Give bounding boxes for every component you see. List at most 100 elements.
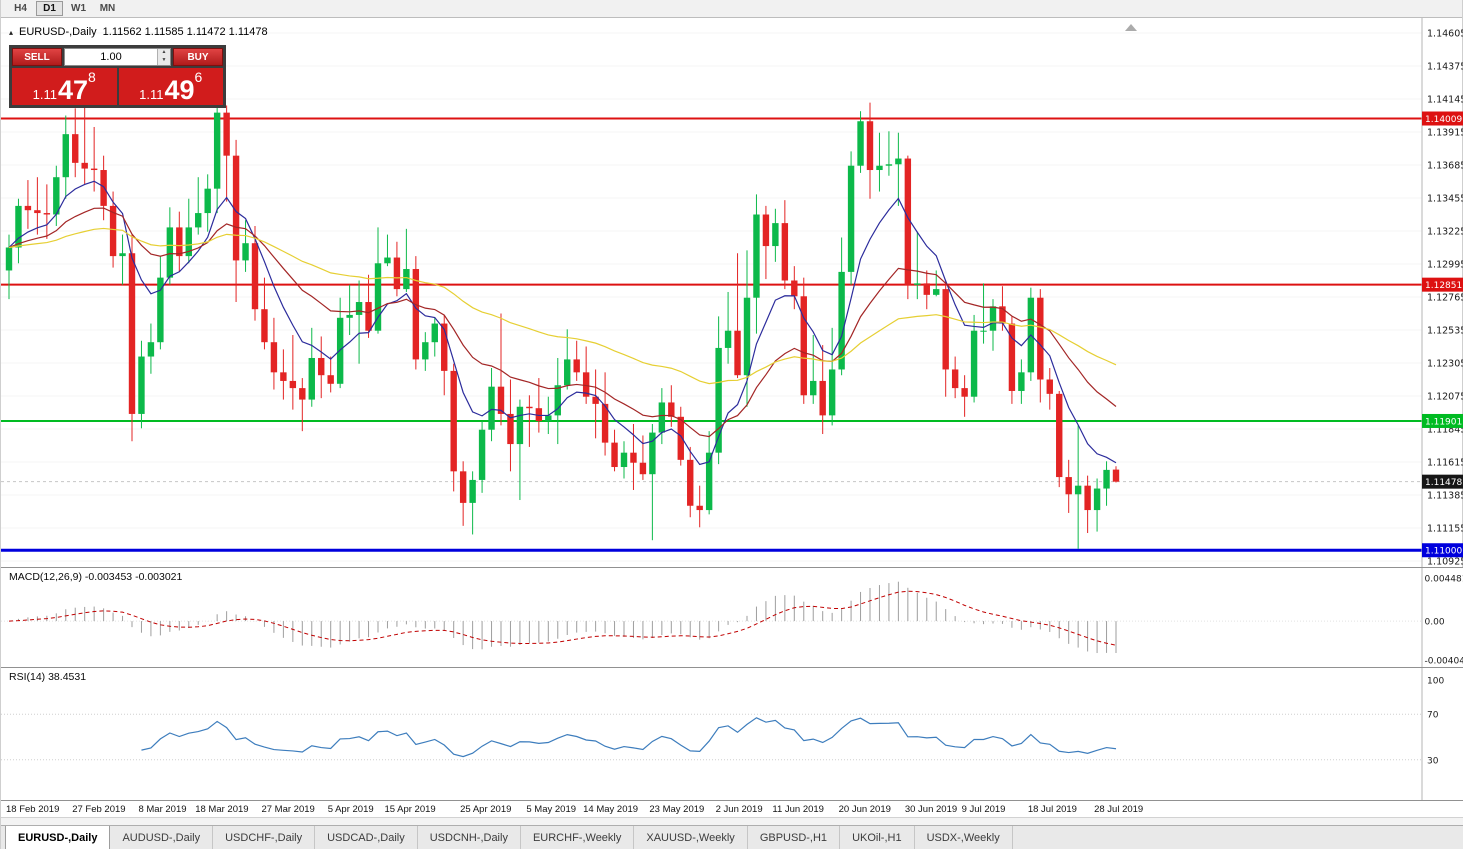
chart-tab-eurusd[interactable]: EURUSD-,Daily — [5, 826, 111, 849]
candle-body — [876, 165, 883, 171]
candle-body — [687, 459, 694, 506]
price-tag — [1422, 111, 1463, 126]
chart-tabs-bar: EURUSD-,Daily AUDUSD-,Daily USDCHF-,Daily U… — [1, 825, 1463, 849]
ma-line-55 — [8, 227, 1117, 385]
price-tag — [1422, 474, 1463, 489]
y-axis-label: 1.13685 — [1427, 161, 1463, 172]
chart-tab-usdx[interactable]: USDX-,Weekly — [915, 826, 1013, 849]
candle-body — [1103, 469, 1110, 489]
x-axis-label: 15 Apr 2019 — [384, 804, 436, 815]
x-axis-label: 27 Feb 2019 — [72, 804, 126, 815]
price-tag — [1422, 277, 1463, 292]
candle-body — [365, 302, 372, 331]
chart-tab-usdcad[interactable]: USDCAD-,Daily — [315, 826, 418, 849]
candle-body — [488, 386, 495, 430]
chart-tab-usdcnh[interactable]: USDCNH-,Daily — [418, 826, 521, 849]
y-axis-label: 1.12075 — [1427, 392, 1463, 403]
candle-body — [1093, 488, 1101, 511]
candle-body — [459, 471, 467, 503]
candle-body — [999, 306, 1006, 324]
timeframe-button-h4[interactable]: H4 — [7, 1, 34, 16]
buy-price-big: 49 — [164, 75, 195, 105]
volume-down-icon[interactable]: ▼ — [158, 57, 170, 65]
price-tag-label: 1.11000 — [1425, 547, 1462, 557]
sell-price-sup: 8 — [88, 69, 96, 85]
candle-body — [734, 330, 741, 376]
candle-body — [658, 402, 666, 433]
timeframe-button-w1[interactable]: W1 — [65, 1, 92, 16]
x-axis-label: 18 Mar 2019 — [195, 804, 249, 815]
candle-body — [72, 134, 79, 163]
buy-price-sup: 6 — [194, 69, 203, 85]
candle-body — [516, 406, 524, 445]
sell-price-big: 47 — [58, 75, 89, 105]
candle-body — [781, 223, 789, 281]
candle-body — [327, 375, 334, 384]
x-axis-label: 30 Jun 2019 — [904, 804, 958, 815]
candle-body — [715, 347, 722, 453]
volume-value[interactable]: 1.00 — [100, 51, 122, 63]
collapse-arrow-icon[interactable]: ▴ — [9, 27, 14, 37]
candle-body — [270, 342, 278, 373]
candle-body — [336, 317, 344, 384]
candle-body — [942, 289, 949, 370]
candle-body — [422, 342, 429, 360]
candle-body — [242, 243, 249, 261]
sell-price-display[interactable]: 1.11 47 8 — [12, 68, 117, 105]
rsi-chart[interactable]: 100 70 30 — [1, 668, 1463, 800]
x-axis-label: 14 May 2019 — [583, 804, 639, 815]
y-axis-label: 1.12765 — [1427, 293, 1463, 304]
candle-body — [951, 369, 959, 389]
candle-body — [847, 165, 855, 272]
chart-tab-usdchf[interactable]: USDCHF-,Daily — [213, 826, 316, 849]
chart-tab-xauusd[interactable]: XAUUSD-,Weekly — [634, 826, 748, 849]
timeframe-button-d1[interactable]: D1 — [36, 1, 63, 16]
candle-body — [904, 158, 912, 285]
sell-button[interactable]: SELL — [12, 48, 62, 66]
candle-body — [308, 357, 315, 400]
y-axis-label: 1.11845 — [1427, 425, 1463, 436]
x-axis-label: 5 Apr 2019 — [327, 804, 374, 815]
chart-tab-ukoil[interactable]: UKOil-,H1 — [840, 826, 915, 849]
candle-body — [478, 429, 486, 480]
candle-body — [412, 269, 420, 360]
price-chart[interactable]: 1.14605 1.14375 1.14145 1.13915 1.13685 1.134… — [1, 18, 1463, 567]
y-axis-label: 1.14375 — [1427, 62, 1463, 73]
candle-body — [5, 247, 13, 271]
candle-body — [261, 309, 268, 343]
macd-chart[interactable]: 0.004481 0.00 -0.004048 — [1, 568, 1463, 667]
x-axis-label: 9 Jul 2019 — [961, 804, 1006, 815]
ma-line-8 — [8, 180, 1117, 466]
timeframe-button-mn[interactable]: MN — [94, 1, 121, 16]
candle-body — [204, 188, 211, 214]
volume-input[interactable]: 1.00 ▲ ▼ — [64, 48, 171, 66]
candle-body — [374, 263, 382, 331]
candle-body — [961, 388, 968, 397]
candle-body — [677, 416, 684, 460]
candle-body — [1112, 469, 1120, 482]
candle-body — [989, 306, 997, 331]
candle-body — [554, 385, 561, 416]
candle-body — [128, 253, 136, 414]
candle-body — [469, 479, 476, 503]
chart-tab-audusd[interactable]: AUDUSD-,Daily — [110, 826, 214, 849]
candle-body — [639, 462, 647, 475]
buy-price-display[interactable]: 1.11 49 6 — [118, 68, 223, 105]
chart-tab-eurchf[interactable]: EURCHF-,Weekly — [521, 826, 635, 849]
macd-axis-label: 0.004481 — [1425, 575, 1463, 585]
candle-body — [828, 369, 836, 416]
chart-tab-gbpusd[interactable]: GBPUSD-,H1 — [748, 826, 841, 849]
macd-label: MACD(12,26,9) -0.003453 -0.003021 — [9, 571, 183, 583]
candle-body — [346, 314, 353, 318]
candle-body — [393, 257, 401, 290]
price-tag-label: 1.11478 — [1425, 478, 1462, 488]
candle-body — [166, 227, 174, 278]
buy-button[interactable]: BUY — [173, 48, 223, 66]
rsi-axis-label: 70 — [1427, 711, 1439, 721]
horizontal-scrollbar[interactable] — [1, 817, 1463, 825]
candle-body — [232, 155, 240, 261]
candle-body — [1008, 323, 1016, 391]
y-axis-label: 1.11155 — [1427, 524, 1463, 535]
candle-body — [1084, 485, 1091, 511]
volume-up-icon[interactable]: ▲ — [158, 49, 170, 57]
